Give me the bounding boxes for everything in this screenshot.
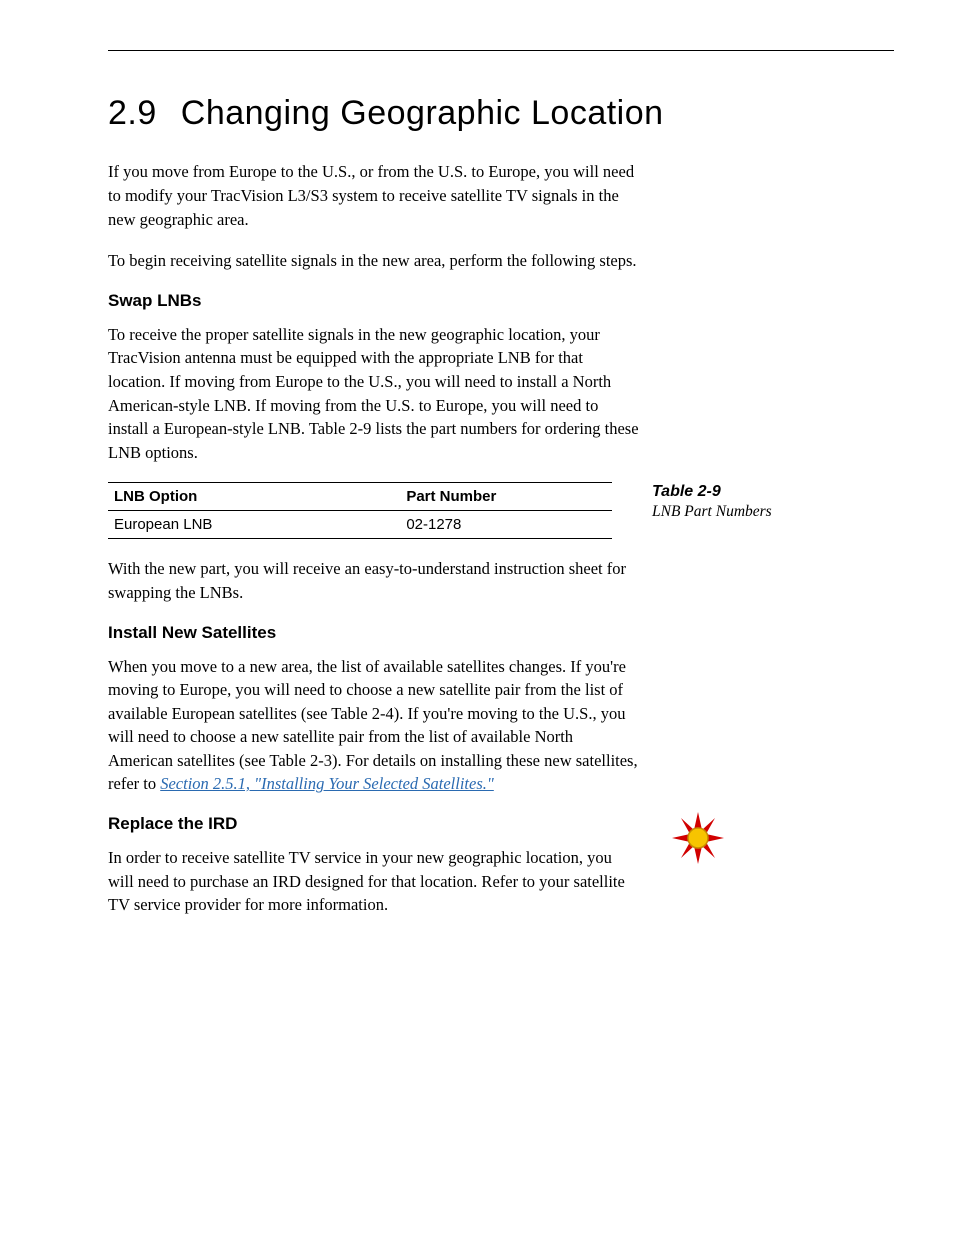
table-header-row: LNB Option Part Number bbox=[108, 483, 612, 511]
section-heading-row: 2.9 Changing Geographic Location bbox=[108, 95, 894, 132]
table-block: LNB Option Part Number European LNB 02-1… bbox=[108, 482, 640, 539]
install-text: When you move to a new area, the list of… bbox=[108, 657, 638, 794]
lnb-table: LNB Option Part Number European LNB 02-1… bbox=[108, 482, 612, 539]
table-cell-part: 02-1278 bbox=[400, 511, 612, 539]
starburst-icon bbox=[670, 810, 726, 871]
table-row: European LNB 02-1278 bbox=[108, 511, 612, 539]
section-heading: 2.9 Changing Geographic Location bbox=[108, 95, 894, 132]
intro-paragraph-1: If you move from Europe to the U.S., or … bbox=[108, 160, 640, 231]
table-label-title: Table 2-9 bbox=[652, 482, 882, 502]
page: 2.9 Changing Geographic Location If you m… bbox=[108, 50, 894, 917]
table-header-col2: Part Number bbox=[400, 483, 612, 511]
replace-ird-block: Replace the IRD In order to receive sate… bbox=[108, 814, 640, 917]
intro-paragraph-2: To begin receiving satellite signals in … bbox=[108, 249, 640, 273]
table-label-caption: LNB Part Numbers bbox=[652, 502, 882, 523]
install-section-link[interactable]: Section 2.5.1, "Installing Your Selected… bbox=[160, 774, 494, 793]
swap-lnbs-paragraph-2: With the new part, you will receive an e… bbox=[108, 557, 640, 604]
starburst-center bbox=[688, 828, 708, 848]
install-satellites-paragraph: When you move to a new area, the list of… bbox=[108, 655, 640, 797]
table-label: Table 2-9 LNB Part Numbers bbox=[652, 482, 882, 523]
top-rule bbox=[108, 50, 894, 51]
replace-ird-paragraph: In order to receive satellite TV service… bbox=[108, 846, 640, 917]
install-satellites-heading: Install New Satellites bbox=[108, 623, 640, 643]
body-column: If you move from Europe to the U.S., or … bbox=[108, 160, 640, 916]
swap-lnbs-paragraph-1: To receive the proper satellite signals … bbox=[108, 323, 640, 465]
section-number: 2.9 bbox=[108, 95, 157, 132]
table-header-col1: LNB Option bbox=[108, 483, 400, 511]
swap-lnbs-heading: Swap LNBs bbox=[108, 291, 640, 311]
replace-ird-heading: Replace the IRD bbox=[108, 814, 640, 834]
section-title: Changing Geographic Location bbox=[181, 94, 664, 132]
table-cell-option: European LNB bbox=[108, 511, 400, 539]
